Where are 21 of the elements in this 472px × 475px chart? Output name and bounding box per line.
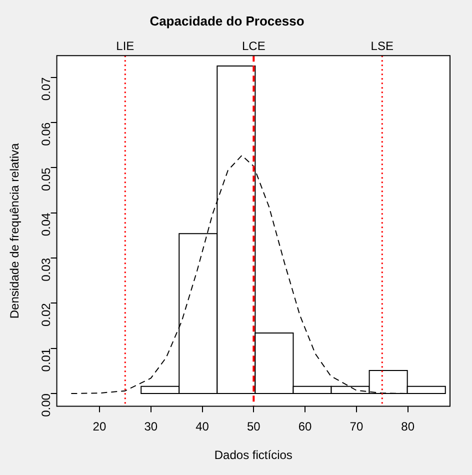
chart-title: Capacidade do Processo: [150, 13, 304, 28]
x-tick-label: 70: [350, 420, 364, 434]
y-tick-label: 0.01: [39, 348, 54, 372]
ref-line-label: LIE: [116, 38, 134, 53]
x-tick-label: 80: [401, 420, 415, 434]
y-tick-label: 0.04: [39, 212, 54, 236]
y-tick-label: 0.03: [39, 258, 54, 282]
y-tick-label: 0.06: [39, 122, 54, 146]
y-axis-title: Densidade de frequência relativa: [8, 142, 22, 319]
x-tick-label: 40: [196, 420, 210, 434]
y-tick-label: 0.02: [39, 302, 54, 327]
x-tick-label: 60: [298, 420, 312, 434]
ref-line-label: LSE: [370, 38, 394, 53]
y-tick-label: 0.05: [39, 167, 54, 192]
x-tick-label: 30: [144, 420, 158, 434]
x-axis-title: Dados fictícios: [214, 448, 292, 462]
x-tick-label: 20: [92, 420, 106, 434]
ref-line-label: LCE: [242, 38, 266, 53]
y-tick-label: 0.07: [39, 76, 54, 101]
x-tick-label: 50: [246, 420, 261, 434]
y-tick-label: 0.00: [39, 393, 54, 417]
